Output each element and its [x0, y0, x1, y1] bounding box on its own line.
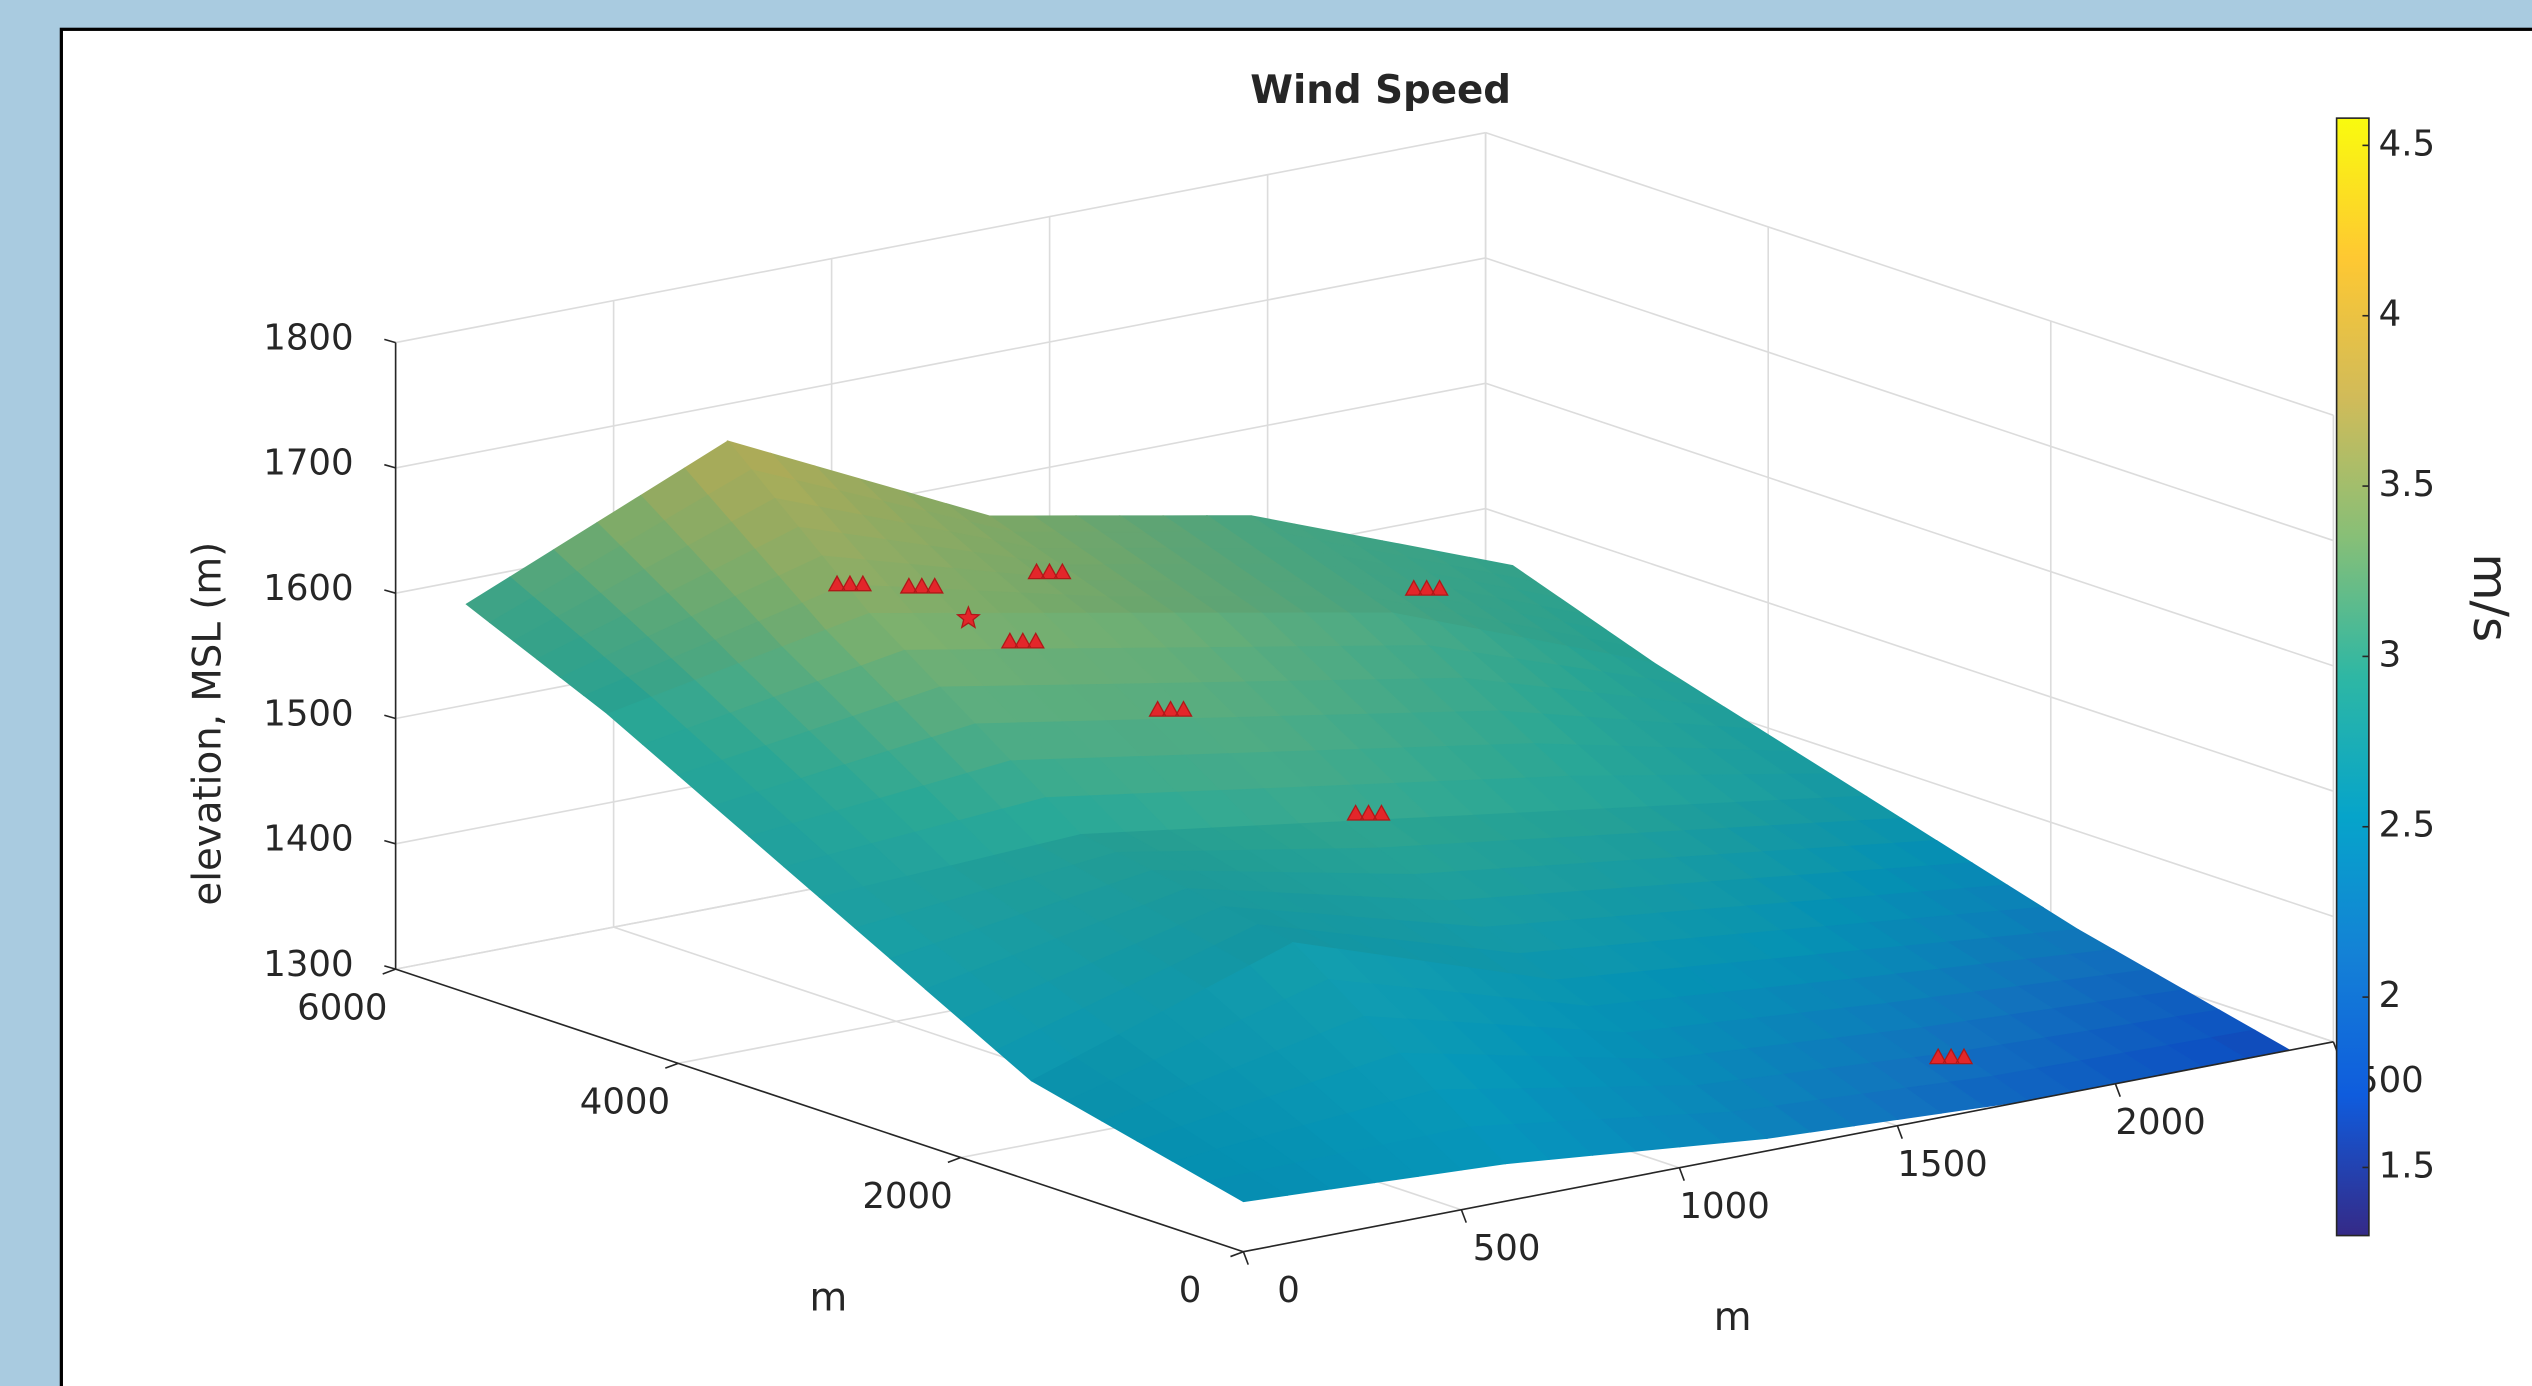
y-tick-label: 6000: [297, 988, 387, 1029]
y-tick-label: 4000: [580, 1082, 670, 1123]
x-axis-label: m: [1714, 1295, 1752, 1340]
y-tick-label: 2000: [862, 1176, 952, 1217]
x-tick-label: 2000: [2115, 1102, 2205, 1143]
z-tick-label: 1500: [263, 693, 353, 734]
colorbar-label: m/s: [2462, 553, 2518, 642]
site-marker: [1150, 702, 1192, 717]
site-marker: [1028, 564, 1070, 579]
page: Wind Speed elevation, MSL (m) m m m/s 0 5…: [0, 0, 2532, 1386]
x-tick-label: 500: [1473, 1228, 1541, 1269]
colorbar-tick-label: 2: [2379, 975, 2402, 1016]
z-tick-label: 1600: [263, 568, 353, 609]
site-marker: [829, 576, 871, 591]
z-tick-label: 1400: [263, 819, 353, 860]
site-marker: [1002, 633, 1044, 648]
z-tick-label: 1300: [263, 944, 353, 985]
colorbar: [2337, 118, 2369, 1235]
chart: Wind Speed elevation, MSL (m) m m m/s 0 5…: [0, 0, 2532, 1386]
x-tick-label: 0: [1277, 1270, 1300, 1311]
site-marker: [1348, 805, 1390, 820]
y-tick-label: 0: [1179, 1270, 1202, 1311]
colorbar-tick-label: 3.5: [2379, 464, 2435, 505]
colorbar-tick-label: 4.5: [2379, 123, 2435, 164]
z-tick-label: 1800: [263, 317, 353, 358]
site-marker: [901, 578, 943, 593]
colorbar-tick-label: 4: [2379, 294, 2402, 335]
site-marker: [1930, 1049, 1972, 1064]
colorbar-tick-label: 1.5: [2379, 1145, 2435, 1186]
x-tick-label: 1500: [1897, 1144, 1987, 1185]
x-tick-label: 1000: [1679, 1186, 1769, 1227]
colorbar-tick-label: 3: [2379, 634, 2402, 675]
z-tick-label: 1700: [263, 443, 353, 484]
chart-title: Wind Speed: [1250, 68, 1511, 113]
y-axis-label: m: [810, 1276, 848, 1321]
site-marker: [1406, 581, 1448, 596]
colorbar-tick-label: 2.5: [2379, 805, 2435, 846]
z-axis-label: elevation, MSL (m): [185, 542, 230, 906]
